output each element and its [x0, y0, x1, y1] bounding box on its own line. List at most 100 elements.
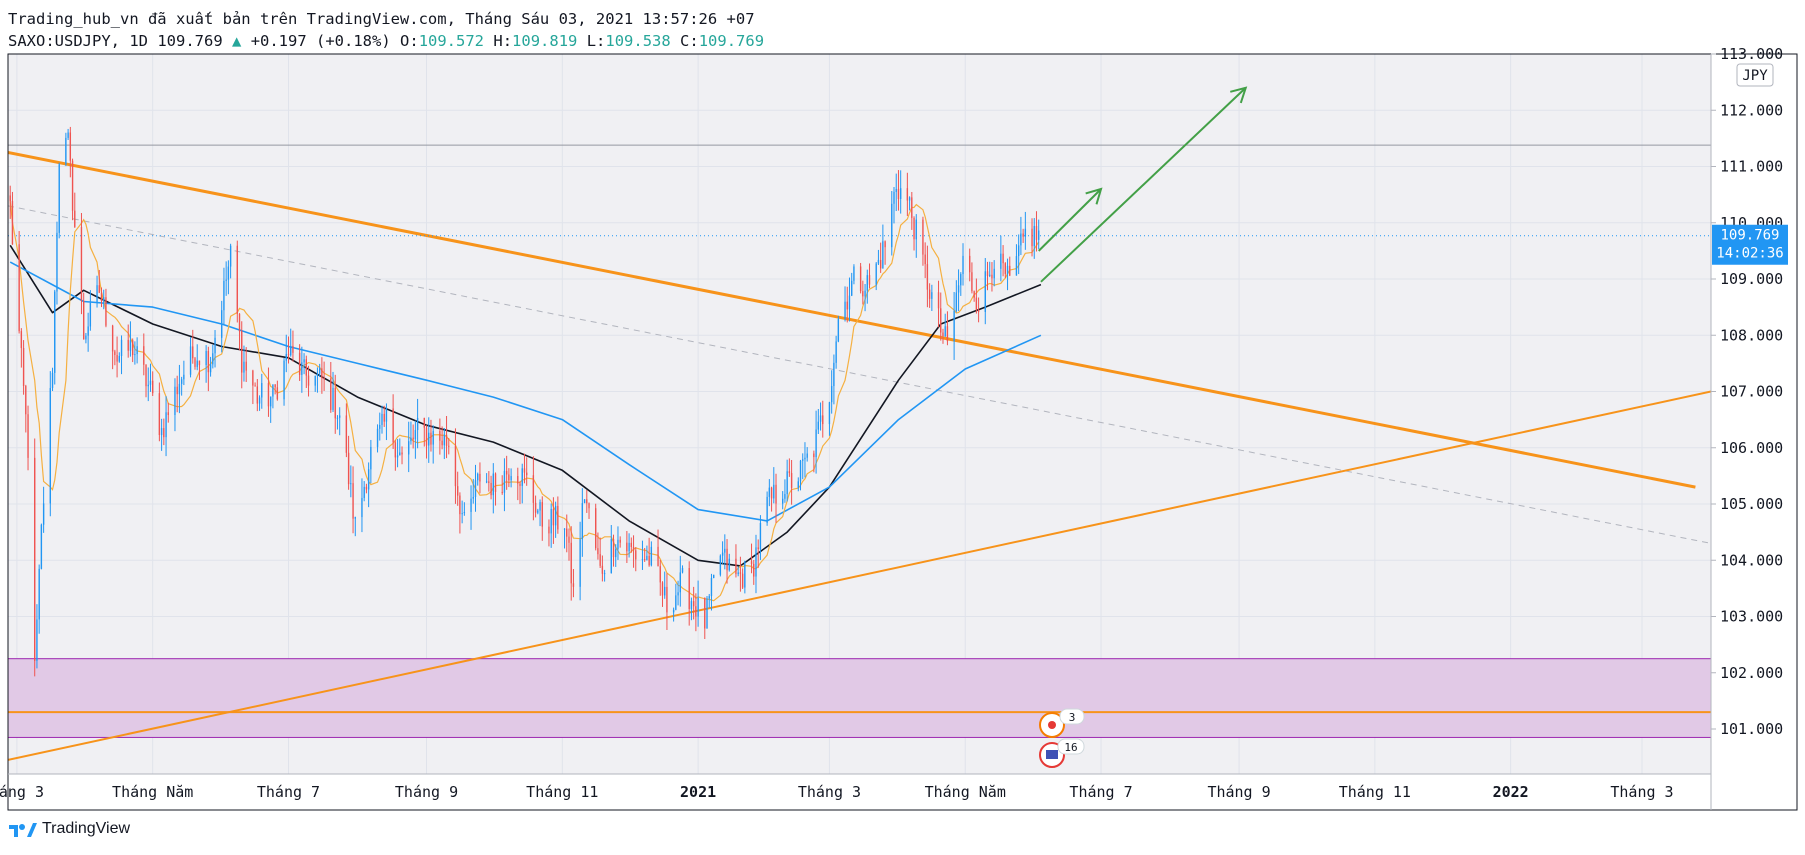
candle-body[interactable] — [183, 374, 185, 380]
candle-body[interactable] — [194, 358, 196, 367]
candle-body[interactable] — [283, 360, 285, 400]
candle-body[interactable] — [806, 453, 808, 458]
candle-body[interactable] — [719, 555, 722, 575]
time-axis[interactable]: háng 3 Tháng Năm Tháng 7 Tháng 9 Tháng 11 202… — [0, 783, 1674, 801]
candle-body[interactable] — [463, 511, 466, 514]
candle-body[interactable] — [895, 188, 897, 192]
candle-body[interactable] — [423, 417, 425, 428]
candle-body[interactable] — [89, 303, 92, 327]
candle-body[interactable] — [212, 353, 214, 365]
candle-body[interactable] — [472, 497, 474, 499]
candle-body[interactable] — [566, 528, 568, 537]
candle-body[interactable] — [339, 415, 341, 418]
candle-body[interactable] — [461, 513, 463, 515]
candle-body[interactable] — [971, 272, 973, 292]
candle-body[interactable] — [537, 510, 539, 513]
candle-body[interactable] — [314, 376, 316, 386]
candle-body[interactable] — [942, 332, 944, 337]
candle-body[interactable] — [721, 552, 724, 556]
candle-body[interactable] — [813, 453, 815, 458]
candle-body[interactable] — [617, 539, 619, 550]
candle-body[interactable] — [915, 219, 917, 240]
candle-body[interactable] — [741, 573, 744, 588]
candle-body[interactable] — [755, 547, 757, 577]
candle-body[interactable] — [323, 378, 325, 380]
candle-body[interactable] — [430, 432, 432, 445]
candle-body[interactable] — [116, 354, 118, 362]
candle-body[interactable] — [664, 586, 666, 596]
candle-body[interactable] — [408, 441, 410, 455]
candle-body[interactable] — [152, 380, 154, 394]
candle-body[interactable] — [568, 536, 570, 543]
candle-body[interactable] — [799, 460, 802, 482]
candle-body[interactable] — [1038, 230, 1040, 240]
candle-body[interactable] — [851, 280, 853, 296]
candle-body[interactable] — [891, 203, 893, 248]
candle-body[interactable] — [40, 524, 43, 569]
candle-body[interactable] — [477, 473, 479, 481]
candle-body[interactable] — [630, 542, 633, 547]
currency-box[interactable] — [1736, 63, 1774, 87]
lower-trendline[interactable] — [8, 390, 1711, 761]
candle-body[interactable] — [129, 340, 132, 351]
candle-body[interactable] — [770, 487, 773, 499]
candle-body[interactable] — [321, 368, 323, 379]
candle-body[interactable] — [557, 505, 559, 530]
candle-body[interactable] — [572, 583, 575, 587]
candle-body[interactable] — [906, 188, 909, 201]
candle-body[interactable] — [488, 481, 490, 483]
candle-body[interactable] — [879, 259, 882, 269]
candle-body[interactable] — [539, 502, 541, 511]
candle-body[interactable] — [532, 475, 535, 503]
candle-body[interactable] — [399, 452, 401, 456]
candle-body[interactable] — [661, 582, 664, 596]
candle-body[interactable] — [681, 568, 684, 573]
candle-body[interactable] — [695, 606, 697, 617]
candle-body[interactable] — [51, 372, 54, 389]
candle-body[interactable] — [205, 350, 207, 366]
candle-body[interactable] — [517, 476, 519, 484]
candle-body[interactable] — [626, 542, 628, 552]
candle-body[interactable] — [815, 429, 817, 458]
candle-body[interactable] — [893, 191, 895, 204]
candle-body[interactable] — [957, 285, 960, 293]
candle-body[interactable] — [519, 483, 521, 486]
candle-body[interactable] — [27, 414, 29, 458]
candle-body[interactable] — [924, 254, 926, 265]
candle-body[interactable] — [615, 549, 617, 558]
candle-body[interactable] — [953, 311, 955, 342]
candle-body[interactable] — [859, 266, 862, 292]
candle-body[interactable] — [1009, 265, 1011, 276]
candle-body[interactable] — [944, 326, 946, 337]
candle-body[interactable] — [367, 469, 370, 490]
candle-body[interactable] — [361, 497, 363, 518]
candle-body[interactable] — [301, 362, 303, 375]
candle-body[interactable] — [290, 345, 292, 356]
candle-body[interactable] — [383, 413, 385, 422]
candle-body[interactable] — [1020, 233, 1022, 246]
price-axis[interactable]: 113.000112.000111.000110.000109.000108.0… — [1711, 45, 1783, 738]
candle-body[interactable] — [505, 470, 508, 475]
candle-body[interactable] — [672, 609, 675, 613]
candle-body[interactable] — [946, 326, 949, 342]
candle-body[interactable] — [688, 568, 690, 610]
candle-body[interactable] — [412, 437, 414, 440]
candle-body[interactable] — [830, 386, 833, 403]
candle-body[interactable] — [38, 568, 40, 620]
candle-body[interactable] — [986, 271, 989, 276]
candle-body[interactable] — [269, 396, 272, 407]
candle-body[interactable] — [1033, 226, 1035, 247]
candle-body[interactable] — [704, 597, 706, 629]
candle-body[interactable] — [643, 559, 646, 561]
candle-body[interactable] — [862, 291, 864, 297]
candle-body[interactable] — [441, 440, 443, 446]
candle-body[interactable] — [1015, 256, 1018, 276]
candle-body[interactable] — [875, 263, 877, 285]
candle-body[interactable] — [503, 470, 506, 493]
candle-body[interactable] — [198, 360, 201, 366]
candle-body[interactable] — [261, 383, 263, 398]
candle-body[interactable] — [118, 356, 120, 362]
candle-body[interactable] — [646, 555, 648, 560]
candle-body[interactable] — [11, 201, 14, 245]
